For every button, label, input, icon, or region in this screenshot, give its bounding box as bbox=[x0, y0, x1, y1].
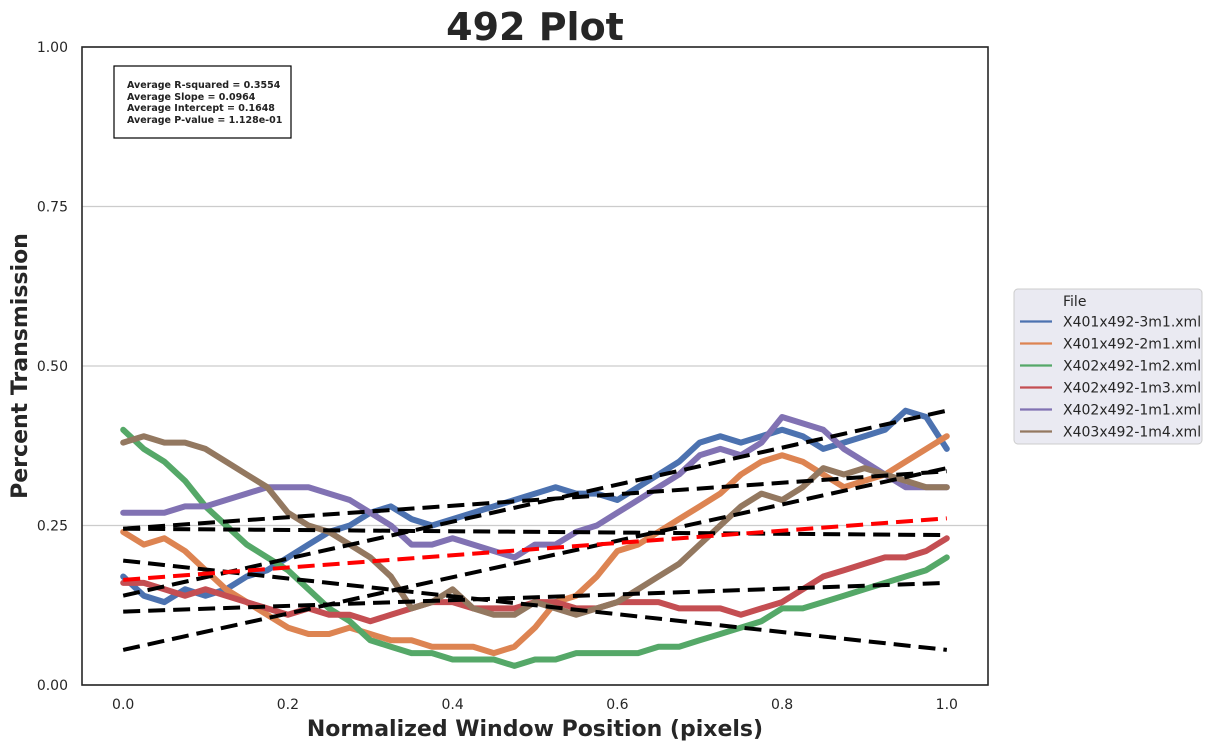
x-tick-label: 0.2 bbox=[277, 697, 299, 713]
stats-r-squared: Average R-squared = 0.3554 bbox=[127, 80, 281, 91]
legend-label: X402x492-1m3.xml bbox=[1063, 381, 1201, 397]
legend-label: X403x492-1m4.xml bbox=[1063, 425, 1201, 441]
x-tick-label: 1.0 bbox=[936, 697, 958, 713]
y-tick-label: 0.75 bbox=[37, 200, 68, 216]
stats-p-value: Average P-value = 1.128e-01 bbox=[127, 115, 282, 126]
fit-line-5 bbox=[123, 469, 947, 531]
x-tick-labels: 0.0 0.2 0.4 0.6 0.8 1.0 bbox=[112, 697, 958, 713]
y-tick-label: 1.00 bbox=[37, 40, 68, 56]
legend-title: File bbox=[1063, 294, 1086, 310]
chart-title: 492 Plot bbox=[446, 5, 624, 49]
legend-label: X401x492-2m1.xml bbox=[1063, 337, 1201, 353]
x-tick-label: 0.6 bbox=[606, 697, 628, 713]
legend-frame bbox=[1013, 288, 1203, 445]
stats-box-frame bbox=[113, 65, 292, 139]
y-tick-label: 0.50 bbox=[37, 359, 68, 375]
x-tick-label: 0.4 bbox=[442, 697, 464, 713]
y-tick-labels: 0.00 0.25 0.50 0.75 1.00 bbox=[37, 40, 68, 694]
series-line-5 bbox=[120, 414, 950, 561]
stats-slope: Average Slope = 0.0964 bbox=[127, 92, 256, 103]
legend: File X401x492-3m1.xmlX401x492-2m1.xmlX40… bbox=[1013, 288, 1203, 445]
y-axis-label: Percent Transmission bbox=[8, 233, 33, 499]
fit-line-3 bbox=[122, 558, 948, 652]
y-tick-label: 0.00 bbox=[37, 678, 68, 694]
stats-box: Average R-squared = 0.3554 Average Slope… bbox=[113, 65, 292, 139]
series-line-2 bbox=[120, 433, 950, 657]
y-tick-label: 0.25 bbox=[37, 519, 68, 535]
stats-intercept: Average Intercept = 0.1648 bbox=[127, 103, 275, 114]
fit-line-6 bbox=[123, 526, 947, 538]
average-fit-line bbox=[123, 516, 947, 582]
legend-label: X401x492-3m1.xml bbox=[1063, 315, 1201, 331]
x-tick-label: 0.0 bbox=[112, 697, 134, 713]
series-line-3 bbox=[120, 426, 950, 669]
legend-label: X402x492-1m1.xml bbox=[1063, 403, 1201, 419]
legend-label: X402x492-1m2.xml bbox=[1063, 359, 1201, 375]
legend-items: X401x492-3m1.xml X401x492-2m1.xml X402x492… bbox=[1020, 315, 1201, 441]
x-tick-label: 0.8 bbox=[771, 697, 793, 713]
fit-line-1 bbox=[122, 408, 948, 598]
fit-line-2 bbox=[122, 466, 948, 652]
x-axis-label: Normalized Window Position (pixels) bbox=[307, 717, 763, 742]
plot-frame bbox=[81, 46, 989, 686]
fit-lines bbox=[122, 408, 948, 652]
fit-line-4 bbox=[123, 580, 947, 614]
